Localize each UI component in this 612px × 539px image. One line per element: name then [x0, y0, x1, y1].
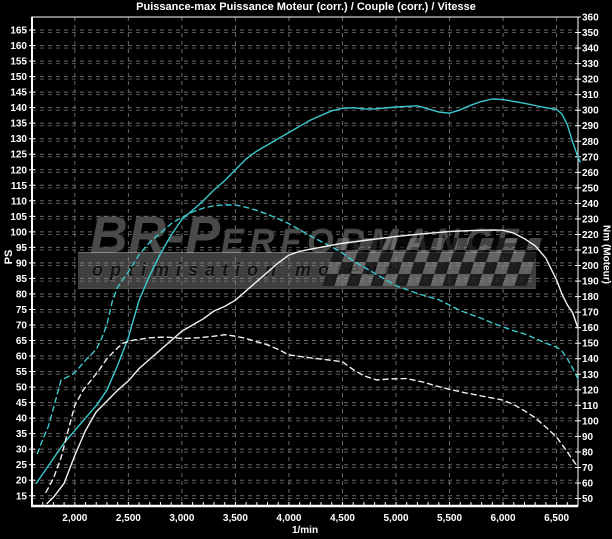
svg-text:100: 100 — [582, 416, 599, 427]
svg-text:50: 50 — [16, 383, 28, 394]
svg-text:90: 90 — [582, 432, 594, 443]
svg-text:15: 15 — [16, 491, 28, 502]
curve-cyan-solid — [35, 98, 581, 484]
svg-text:6,500: 6,500 — [544, 513, 569, 524]
svg-text:50: 50 — [582, 494, 594, 505]
svg-text:125: 125 — [10, 150, 27, 161]
svg-text:4,000: 4,000 — [276, 513, 301, 524]
watermark-band: optimisation moteur — [78, 252, 536, 289]
svg-text:80: 80 — [582, 447, 594, 458]
svg-text:155: 155 — [10, 57, 27, 68]
curve-white-dashed — [45, 334, 577, 493]
svg-text:130: 130 — [10, 134, 27, 145]
svg-text:110: 110 — [582, 401, 599, 412]
svg-text:350: 350 — [582, 28, 599, 39]
watermark-tagline: optimisation moteur — [92, 260, 399, 280]
svg-text:3,000: 3,000 — [169, 513, 194, 524]
svg-text:60: 60 — [16, 352, 28, 363]
svg-text:320: 320 — [582, 75, 599, 86]
y-axis-label-right: Nm (Moteur) — [600, 225, 612, 284]
svg-text:340: 340 — [582, 44, 599, 55]
svg-text:170: 170 — [582, 308, 599, 319]
svg-text:95: 95 — [16, 243, 28, 254]
svg-text:5,000: 5,000 — [383, 513, 408, 524]
svg-text:4,500: 4,500 — [330, 513, 355, 524]
svg-text:135: 135 — [10, 119, 27, 130]
svg-text:25: 25 — [16, 460, 28, 471]
svg-text:140: 140 — [582, 354, 599, 365]
svg-text:360: 360 — [582, 13, 599, 24]
svg-text:145: 145 — [10, 88, 27, 99]
svg-text:140: 140 — [10, 103, 27, 114]
svg-text:90: 90 — [16, 258, 28, 269]
svg-text:60: 60 — [582, 479, 594, 490]
svg-text:270: 270 — [582, 152, 599, 163]
svg-text:200: 200 — [582, 261, 599, 272]
svg-text:3,500: 3,500 — [223, 513, 248, 524]
x-axis-label: 1/min — [292, 525, 318, 536]
svg-text:35: 35 — [16, 429, 28, 440]
svg-text:110: 110 — [11, 196, 28, 207]
svg-text:190: 190 — [582, 277, 599, 288]
svg-text:120: 120 — [10, 165, 27, 176]
svg-text:40: 40 — [16, 414, 28, 425]
svg-text:75: 75 — [16, 305, 28, 316]
svg-text:130: 130 — [582, 370, 599, 381]
svg-text:45: 45 — [16, 398, 28, 409]
svg-text:160: 160 — [10, 41, 27, 52]
svg-text:160: 160 — [582, 323, 599, 334]
svg-text:100: 100 — [10, 227, 27, 238]
svg-text:70: 70 — [16, 320, 28, 331]
svg-text:180: 180 — [582, 292, 599, 303]
svg-text:115: 115 — [11, 181, 28, 192]
svg-text:105: 105 — [10, 212, 27, 223]
svg-text:300: 300 — [582, 106, 599, 117]
svg-text:165: 165 — [10, 26, 27, 37]
svg-text:85: 85 — [16, 274, 28, 285]
svg-text:5,500: 5,500 — [437, 513, 462, 524]
svg-text:280: 280 — [582, 137, 599, 148]
svg-text:230: 230 — [582, 214, 599, 225]
svg-text:2,000: 2,000 — [62, 513, 87, 524]
svg-text:70: 70 — [582, 463, 594, 474]
svg-text:220: 220 — [582, 230, 599, 241]
svg-text:150: 150 — [10, 72, 27, 83]
svg-text:260: 260 — [582, 168, 599, 179]
svg-text:2,500: 2,500 — [116, 513, 141, 524]
svg-text:30: 30 — [16, 445, 28, 456]
svg-text:310: 310 — [582, 90, 599, 101]
svg-text:210: 210 — [582, 246, 599, 257]
svg-text:330: 330 — [582, 59, 599, 70]
svg-text:6,000: 6,000 — [491, 513, 516, 524]
svg-text:120: 120 — [582, 385, 599, 396]
svg-text:65: 65 — [16, 336, 28, 347]
svg-text:240: 240 — [582, 199, 599, 210]
svg-text:250: 250 — [582, 183, 599, 194]
svg-text:290: 290 — [582, 121, 599, 132]
svg-text:55: 55 — [16, 367, 28, 378]
svg-text:80: 80 — [16, 289, 28, 300]
svg-text:150: 150 — [582, 339, 599, 350]
chart-title: Puissance-max Puissance Moteur (corr.) /… — [136, 1, 476, 13]
y-axis-label-left: PS — [3, 249, 15, 265]
svg-text:20: 20 — [16, 476, 28, 487]
